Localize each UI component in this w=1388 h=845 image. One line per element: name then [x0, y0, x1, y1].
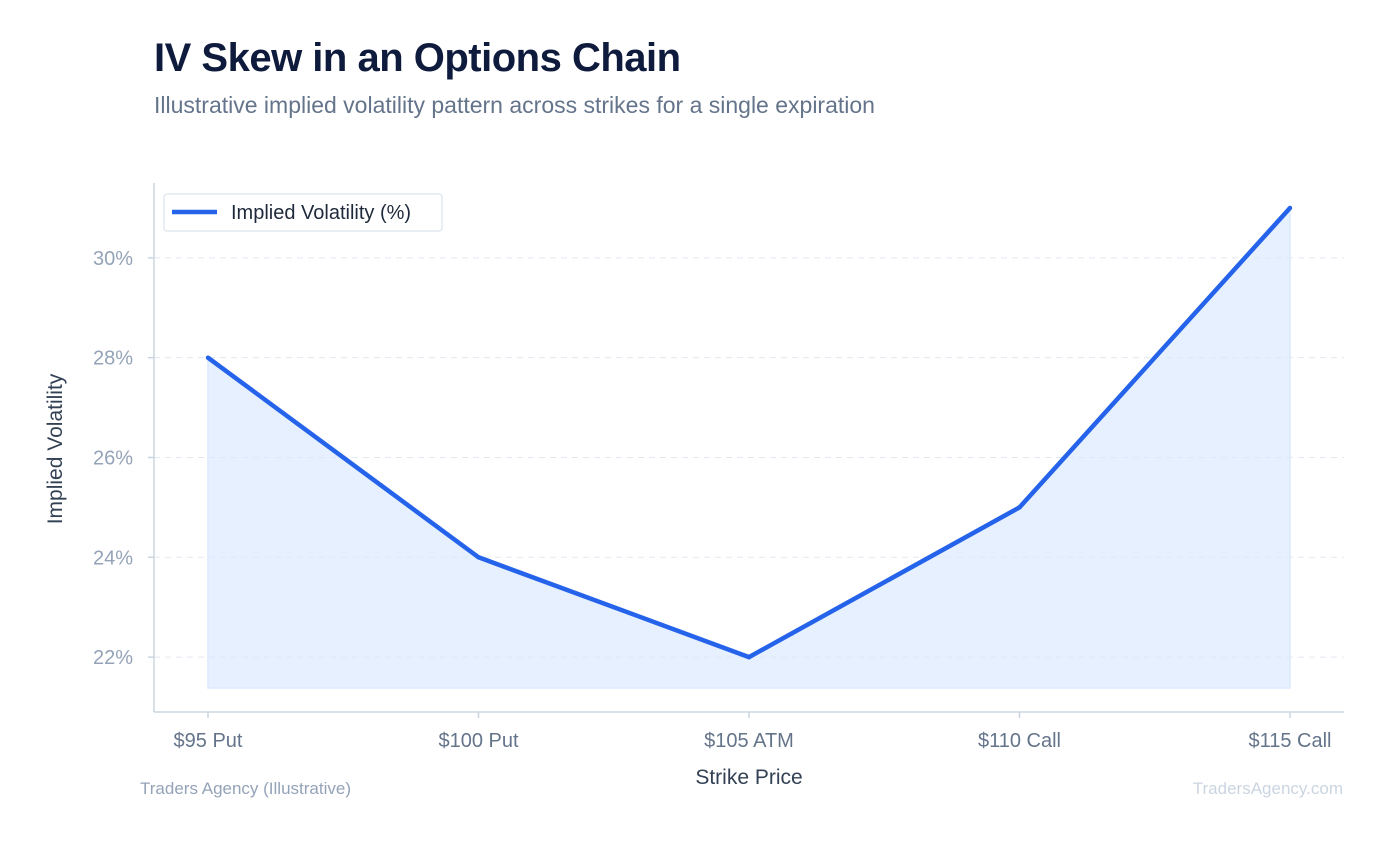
y-tick-label: 24%: [93, 547, 133, 569]
y-tick-label: 28%: [93, 348, 133, 370]
x-tick-label: $105 ATM: [704, 730, 794, 752]
x-axis-label: Strike Price: [695, 766, 802, 789]
legend-box: [163, 193, 443, 232]
y-tick-label: 30%: [93, 248, 133, 270]
chart-subtitle: Illustrative implied volatility pattern …: [154, 92, 875, 118]
legend: Implied Volatility (%): [163, 193, 443, 232]
legend-label: Implied Volatility (%): [231, 202, 411, 224]
watermark-text: TradersAgency.com: [1192, 779, 1343, 798]
area-fill: [207, 206, 1291, 689]
tick-labels: 22% 24% 26% 28% 30% $95 Put $100 Put $105 ATM $1…: [93, 248, 1332, 752]
area-fill-layer: [207, 206, 1291, 689]
data-point: [746, 654, 752, 660]
chart-title: IV Skew in an Options Chain: [154, 36, 681, 80]
data-point: [476, 555, 481, 560]
y-axis-label: Implied Volatility: [44, 373, 67, 524]
x-tick-label: $100 Put: [438, 730, 519, 752]
series-line-layer: [205, 205, 1293, 660]
data-point: [1287, 205, 1293, 211]
x-tick-label: $115 Call: [1248, 730, 1331, 752]
x-tick-label: $110 Call: [978, 730, 1061, 752]
source-note: Traders Agency (Illustrative): [140, 779, 351, 798]
axes: [148, 183, 1344, 718]
data-point: [205, 355, 211, 360]
y-tick-label: 22%: [93, 647, 133, 669]
y-tick-label: 26%: [93, 447, 133, 469]
x-tick-label: $95 Put: [174, 730, 243, 752]
data-point: [1017, 505, 1022, 510]
